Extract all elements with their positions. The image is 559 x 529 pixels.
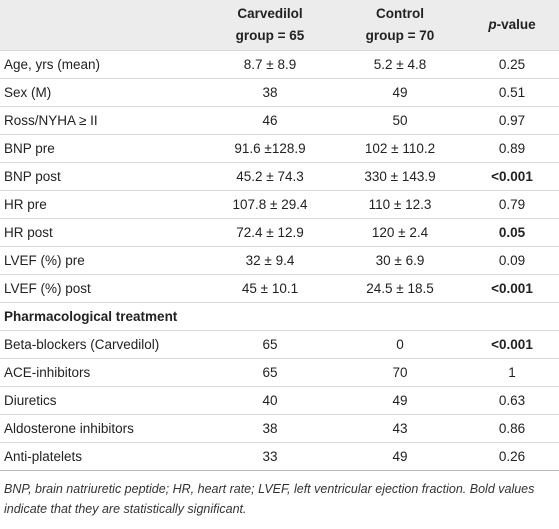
table-cell: 49: [335, 386, 465, 415]
table-cell: HR post: [0, 218, 205, 247]
table-row: ACE-inhibitors 65 70 1: [0, 358, 559, 387]
table-cell: 0.25: [465, 50, 559, 79]
table-cell: 38: [205, 78, 335, 107]
table-cell: Anti-platelets: [0, 442, 205, 471]
table-cell: 0.09: [465, 246, 559, 275]
table-cell: 33: [205, 442, 335, 471]
header-row: Carvedilol group = 65 Control group = 70…: [0, 0, 559, 51]
table-cell: Ross/NYHA ≥ II: [0, 106, 205, 135]
table-cell: ACE-inhibitors: [0, 358, 205, 387]
table-cell: 110 ± 12.3: [335, 190, 465, 219]
table-cell: 0.63: [465, 386, 559, 415]
table-cell: 46: [205, 106, 335, 135]
table-cell: 49: [335, 78, 465, 107]
table-cell: 45 ± 10.1: [205, 274, 335, 303]
table-row: HR pre 107.8 ± 29.4 110 ± 12.3 0.79: [0, 190, 559, 219]
table-cell: 102 ± 110.2: [335, 134, 465, 163]
table-row: Age, yrs (mean) 8.7 ± 8.9 5.2 ± 4.8 0.25: [0, 50, 559, 79]
table-cell: 65: [205, 330, 335, 359]
table-cell: 1: [465, 358, 559, 387]
table-cell: 45.2 ± 74.3: [205, 162, 335, 191]
table-cell: 120 ± 2.4: [335, 218, 465, 247]
table-cell: 0.51: [465, 78, 559, 107]
table-cell: BNP post: [0, 162, 205, 191]
table-cell: 50: [335, 106, 465, 135]
table-row: Aldosterone inhibitors 38 43 0.86: [0, 414, 559, 443]
header-cell: p-value: [465, 0, 559, 51]
table-cell: 0.79: [465, 190, 559, 219]
table-row: BNP post 45.2 ± 74.3 330 ± 143.9 <0.001: [0, 162, 559, 191]
footnote: BNP, brain natriuretic peptide; HR, hear…: [4, 482, 535, 516]
table-cell: BNP pre: [0, 134, 205, 163]
table-cell: Diuretics: [0, 386, 205, 415]
table-cell: HR pre: [0, 190, 205, 219]
table-cell: 5.2 ± 4.8: [335, 50, 465, 79]
table-cell: <0.001: [465, 274, 559, 303]
table-cell: 40: [205, 386, 335, 415]
table-cell: <0.001: [465, 162, 559, 191]
table-cell: LVEF (%) post: [0, 274, 205, 303]
table-cell: 30 ± 6.9: [335, 246, 465, 275]
header-italic: p: [488, 17, 497, 32]
table-row: Ross/NYHA ≥ II 46 50 0.97: [0, 106, 559, 135]
section-row: Pharmacological treatment: [0, 302, 559, 331]
table-cell: 0.86: [465, 414, 559, 443]
table-body: Age, yrs (mean) 8.7 ± 8.9 5.2 ± 4.8 0.25 Sex…: [0, 50, 559, 471]
table-row: LVEF (%) pre 32 ± 9.4 30 ± 6.9 0.09: [0, 246, 559, 275]
header-text: -value: [496, 17, 536, 32]
header-cell: Carvedilol group = 65: [205, 0, 335, 51]
table-row: LVEF (%) post 45 ± 10.1 24.5 ± 18.5 <0.001: [0, 274, 559, 303]
table-cell: <0.001: [465, 330, 559, 359]
table-row: Diuretics 40 49 0.63: [0, 386, 559, 415]
header-cell: Control group = 70: [335, 0, 465, 51]
table-cell: 107.8 ± 29.4: [205, 190, 335, 219]
table-cell: 32 ± 9.4: [205, 246, 335, 275]
section-cell: Pharmacological treatment: [0, 302, 559, 331]
table-cell: Aldosterone inhibitors: [0, 414, 205, 443]
results-table: Carvedilol group = 65 Control group = 70…: [0, 0, 559, 471]
table-row: Beta-blockers (Carvedilol) 65 0 <0.001: [0, 330, 559, 359]
table-cell: 0: [335, 330, 465, 359]
table-cell: 91.6 ±128.9: [205, 134, 335, 163]
table-cell: Beta-blockers (Carvedilol): [0, 330, 205, 359]
table-cell: 49: [335, 442, 465, 471]
header-cell: [0, 0, 205, 51]
table-row: Anti-platelets 33 49 0.26: [0, 442, 559, 471]
table-cell: 70: [335, 358, 465, 387]
table-cell: 72.4 ± 12.9: [205, 218, 335, 247]
table-cell: 0.89: [465, 134, 559, 163]
table-cell: Sex (M): [0, 78, 205, 107]
table-row: HR post 72.4 ± 12.9 120 ± 2.4 0.05: [0, 218, 559, 247]
table-row: Sex (M) 38 49 0.51: [0, 78, 559, 107]
table-cell: 0.26: [465, 442, 559, 471]
table-cell: 0.05: [465, 218, 559, 247]
table-cell: 330 ± 143.9: [335, 162, 465, 191]
table-cell: 43: [335, 414, 465, 443]
table-cell: 65: [205, 358, 335, 387]
table-cell: 0.97: [465, 106, 559, 135]
table-cell: Age, yrs (mean): [0, 50, 205, 79]
table-cell: LVEF (%) pre: [0, 246, 205, 275]
table-row: BNP pre 91.6 ±128.9 102 ± 110.2 0.89: [0, 134, 559, 163]
table-cell: 8.7 ± 8.9: [205, 50, 335, 79]
table-cell: 24.5 ± 18.5: [335, 274, 465, 303]
table-cell: 38: [205, 414, 335, 443]
